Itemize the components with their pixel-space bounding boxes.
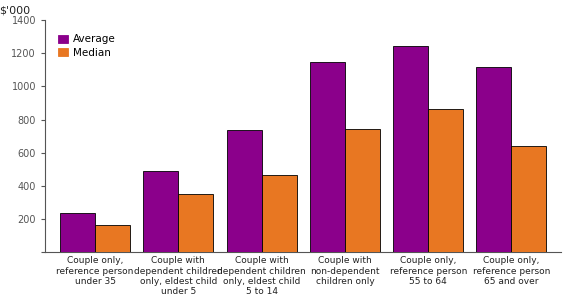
Bar [476, 66, 511, 252]
Bar [143, 171, 179, 252]
Bar [179, 194, 213, 252]
Bar [95, 225, 130, 252]
Bar [310, 63, 345, 252]
Bar [227, 130, 261, 252]
Bar [511, 146, 547, 252]
Bar [261, 175, 297, 252]
Bar [345, 129, 380, 252]
Bar [428, 109, 463, 252]
Bar [393, 46, 428, 252]
Bar [60, 213, 95, 252]
Text: $'000: $'000 [0, 5, 29, 16]
Legend: Average, Median: Average, Median [56, 32, 118, 60]
